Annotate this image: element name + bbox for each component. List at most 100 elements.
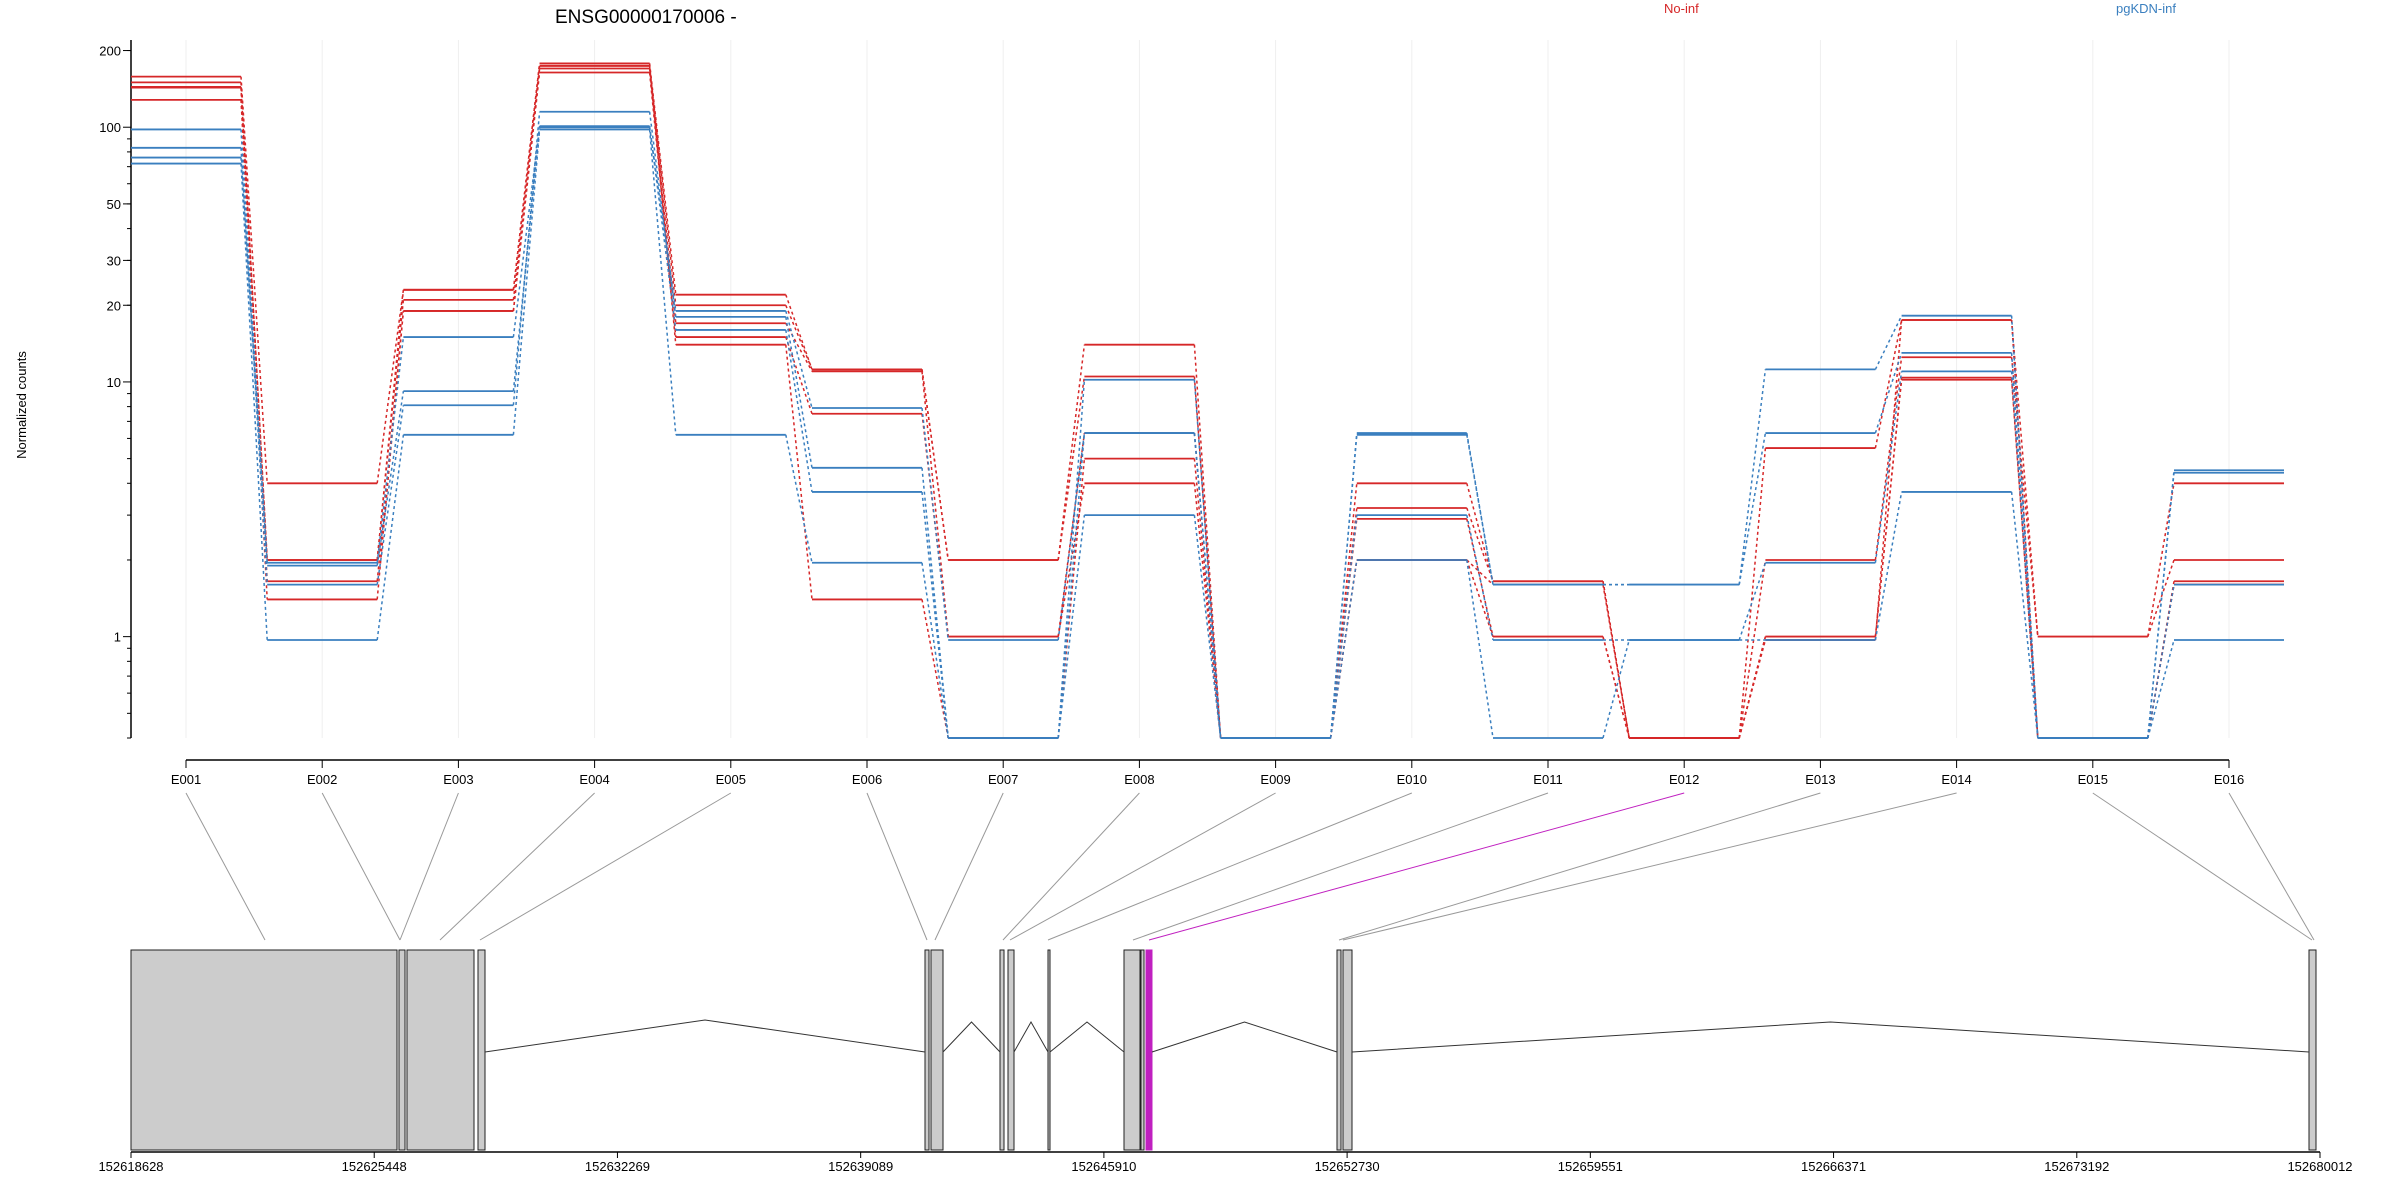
connector-dash [376, 289, 405, 561]
connector-dash [376, 289, 405, 484]
connector-dash [648, 111, 677, 318]
connector-dash [1193, 458, 1222, 739]
series-pgkdn-inf-7 [131, 125, 2284, 739]
exon-connector-e004 [439, 792, 595, 941]
coord-tick-label: 152645910 [1071, 1159, 1136, 1174]
legend-label-no-inf: No-inf [1664, 1, 1699, 16]
x-tick-label-e002: E002 [307, 772, 337, 787]
y-axis: 1 10 20 30 50 100 200 [99, 40, 132, 739]
y-tick-label: 100 [99, 120, 121, 135]
connector-dash [2147, 639, 2175, 739]
connector-dash [2147, 472, 2175, 739]
connector-dash [1602, 636, 1630, 739]
exon-block [1140, 949, 1145, 1151]
connector-dash [1602, 581, 1630, 739]
connector-dash [1874, 319, 1903, 449]
exon-connector-e001 [185, 792, 266, 941]
connector-dash [240, 82, 268, 561]
connector-dash [921, 413, 949, 637]
intron-line [1151, 1021, 1338, 1053]
connector-dash [1738, 562, 1767, 641]
connector-dash [512, 63, 541, 290]
highlighted-exon [1145, 949, 1153, 1151]
exon-block [1047, 949, 1051, 1151]
connector-dash [1874, 371, 1903, 563]
connector-dash [1466, 483, 1494, 582]
connector-dash [1738, 639, 1767, 739]
exon-block [999, 949, 1005, 1151]
connector-dash [1057, 432, 1086, 739]
connector-dash [648, 65, 677, 306]
intron-line [1013, 1020, 1049, 1053]
coord-tick-label: 152666371 [1801, 1159, 1866, 1174]
connector-dash [1874, 315, 1903, 370]
coord-tick-label: 152618628 [98, 1159, 163, 1174]
connector-dash [1874, 352, 1903, 434]
exon-block [477, 949, 486, 1151]
exon-connector-e009 [1009, 792, 1276, 941]
connector-dash [1057, 515, 1086, 739]
connector-dash [921, 369, 949, 561]
x-tick-label-e004: E004 [579, 772, 609, 787]
exon-connector-e006 [866, 792, 928, 941]
connector-dash [1874, 357, 1903, 561]
exon-connector-e005 [479, 792, 732, 941]
exon-block [1342, 949, 1353, 1151]
connector-dash [1466, 559, 1494, 637]
connector-dash [1602, 636, 1630, 739]
coord-tick-label: 152659551 [1558, 1159, 1623, 1174]
x-tick-label-e013: E013 [1805, 772, 1835, 787]
connector-dash [1738, 447, 1767, 739]
coord-tick-label: 152680012 [2287, 1159, 2352, 1174]
connector-dash [2147, 584, 2175, 739]
x-tick-label-e008: E008 [1124, 772, 1154, 787]
connector-dash [1193, 483, 1222, 739]
connector-dash [1466, 518, 1494, 637]
y-axis-label: Normalized counts [14, 351, 29, 459]
series-no-inf-4 [131, 62, 2284, 739]
x-tick-label-e016: E016 [2214, 772, 2244, 787]
exon-block [924, 949, 930, 1151]
connector-dash [1466, 507, 1494, 582]
genomic-coordinate-axis: 152618628 152625448 152632269 152639089 1526… [98, 1151, 2353, 1174]
exon-connector-e010 [1047, 792, 1412, 941]
series-lines [131, 62, 2284, 739]
connector-dash [1057, 458, 1086, 739]
coord-tick-label: 152652730 [1315, 1159, 1380, 1174]
connector-dash [240, 163, 268, 641]
series-pgkdn-inf-6 [131, 110, 2284, 739]
connector-dash [376, 336, 405, 563]
connector-dash [1329, 434, 1358, 739]
coord-tick-label: 152639089 [828, 1159, 893, 1174]
intron-line [1351, 1021, 2310, 1053]
connector-dash [785, 344, 813, 600]
connector-dash [921, 371, 949, 637]
connector-dash [2147, 559, 2175, 637]
exon-connector-e002 [321, 792, 401, 941]
series-no-inf-1 [131, 65, 2284, 739]
series-pgkdn-inf-5 [131, 126, 2284, 739]
connector-dash [2010, 357, 2039, 637]
exon-connector-e003 [399, 792, 459, 941]
x-tick-label-e007: E007 [988, 772, 1018, 787]
connector-dash [1874, 491, 1903, 641]
exon-block [398, 949, 406, 1151]
connector-dash [240, 157, 268, 563]
connector-dash [1057, 376, 1086, 561]
connector-dash [1466, 434, 1494, 585]
y-tick-label: 50 [107, 197, 121, 212]
exon-connector-e011 [1132, 792, 1549, 941]
exon-block [930, 949, 944, 1151]
y-tick-label: 10 [107, 375, 121, 390]
exon-block [1123, 949, 1141, 1151]
exon-block [1336, 949, 1342, 1151]
connector-dash [1738, 432, 1767, 585]
connector-dash [1874, 319, 1903, 641]
exon-connector-e015 [2092, 792, 2313, 941]
connector-dash [2010, 319, 2039, 739]
connector-dash [1602, 584, 1630, 739]
x-tick-label-e005: E005 [716, 772, 746, 787]
connector-dash [2010, 319, 2039, 637]
connector-dash [1466, 559, 1494, 739]
